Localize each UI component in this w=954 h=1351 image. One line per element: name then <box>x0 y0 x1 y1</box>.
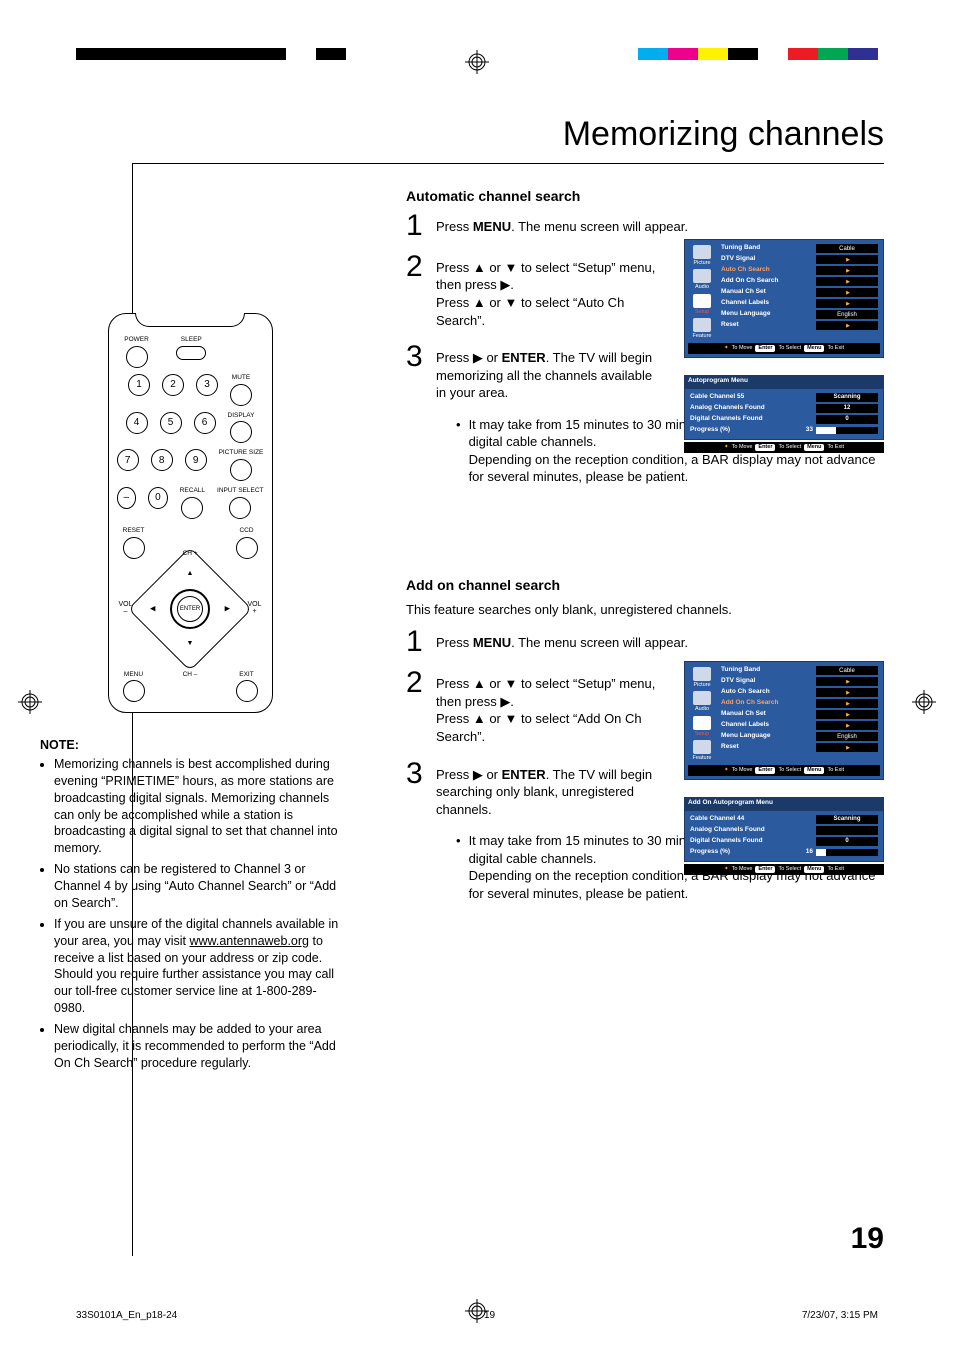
remote-power-button <box>126 346 148 368</box>
remote-label-recall: RECALL <box>180 487 205 496</box>
remote-digit-5: 5 <box>160 412 182 434</box>
right-column: Automatic channel search 1 Press MENU. T… <box>406 187 884 902</box>
section-auto-heading: Automatic channel search <box>406 187 884 206</box>
step-number: 1 <box>406 628 426 655</box>
step-body: Press ▲ or ▼ to select “Setup” menu, the… <box>436 253 656 329</box>
page-title: Memorizing channels <box>563 115 884 154</box>
remote-label-volplus: VOL+ <box>247 601 261 615</box>
remote-exit-button <box>236 680 258 702</box>
remote-digit-9: 9 <box>185 449 207 471</box>
footer-file: 33S0101A_En_p18-24 <box>76 1310 177 1321</box>
remote-label-power: POWER <box>124 336 149 345</box>
remote-label-sleep: SLEEP <box>181 336 202 345</box>
note-item: If you are unsure of the digital channel… <box>54 916 340 1017</box>
registration-mark-top <box>465 50 489 74</box>
remote-digit-7: 7 <box>117 449 139 471</box>
osd-addon-autoprogram: Add On Autoprogram Menu Cable Channel 44… <box>684 797 884 875</box>
color-bar-left <box>76 48 346 60</box>
remote-digit-4: 4 <box>126 412 148 434</box>
step-body: Press MENU. The menu screen will appear. <box>436 212 884 236</box>
remote-dash-button: – <box>117 487 137 509</box>
step-body: Press ▶ or ENTER. The TV will begin sear… <box>436 760 656 819</box>
remote-dpad: ▲ ▼ ◀ ▶ ENTER <box>146 565 234 653</box>
remote-label-menu: MENU <box>124 671 143 680</box>
step-number: 3 <box>406 760 426 787</box>
remote-enter-button: ENTER <box>177 596 203 622</box>
remote-menu-button <box>123 680 145 702</box>
step-body: Press MENU. The menu screen will appear. <box>436 628 884 652</box>
osd-setup-addon: Picture Audio Setup Feature Tuning BandC… <box>684 661 884 780</box>
note-item: New digital channels may be added to you… <box>54 1021 340 1072</box>
step-number: 2 <box>406 253 426 280</box>
remote-digit-0: 0 <box>148 487 168 509</box>
print-footer: 33S0101A_En_p18-24 19 7/23/07, 3:15 PM <box>76 1310 878 1321</box>
remote-label-input: INPUT SELECT <box>217 487 263 496</box>
remote-display-button <box>230 421 252 443</box>
remote-input-button <box>229 497 251 519</box>
remote-label-mute: MUTE <box>232 374 250 383</box>
step-number: 2 <box>406 669 426 696</box>
remote-label-exit: EXIT <box>239 671 253 680</box>
color-bar-right <box>638 48 878 60</box>
osd-setup-auto: Picture Audio Setup Feature Tuning BandC… <box>684 239 884 358</box>
remote-digit-6: 6 <box>194 412 216 434</box>
osd-autoprogram: Autoprogram Menu Cable Channel 55Scannin… <box>684 375 884 453</box>
remote-reset-button <box>123 537 145 559</box>
remote-digit-2: 2 <box>162 374 184 396</box>
step-body: Press ▶ or ENTER. The TV will begin memo… <box>436 343 656 402</box>
footer-page: 19 <box>484 1310 495 1321</box>
registration-mark-right <box>912 690 936 714</box>
step: 1 Press MENU. The menu screen will appea… <box>406 212 884 239</box>
footer-date: 7/23/07, 3:15 PM <box>802 1310 878 1321</box>
remote-digit-8: 8 <box>151 449 173 471</box>
remote-label-display: DISPLAY <box>228 412 255 421</box>
step-body: Press ▲ or ▼ to select “Setup” menu, the… <box>436 669 656 745</box>
remote-label-picsize: PICTURE SIZE <box>219 449 264 458</box>
remote-label-reset: RESET <box>123 527 145 536</box>
section-addon-subtitle: This feature searches only blank, unregi… <box>406 601 884 619</box>
note-item: Memorizing channels is best accomplished… <box>54 756 340 857</box>
remote-sleep-button <box>176 346 206 360</box>
note-item: No stations can be registered to Channel… <box>54 861 340 912</box>
remote-digit-3: 3 <box>196 374 218 396</box>
remote-illustration: POWER SLEEP 1 2 3 MUTE 4 5 6 DISPLAY 7 8… <box>108 313 273 713</box>
step-number: 1 <box>406 212 426 239</box>
note-heading: NOTE: <box>40 737 340 754</box>
remote-digit-1: 1 <box>128 374 150 396</box>
title-rule <box>132 163 884 164</box>
section-addon-heading: Add on channel search <box>406 576 884 595</box>
step-number: 3 <box>406 343 426 370</box>
remote-picsize-button <box>230 459 252 481</box>
registration-mark-left <box>18 690 42 714</box>
remote-label-chminus: CH – <box>183 671 198 680</box>
page-content: Memorizing channels POWER SLEEP 1 2 3 MU… <box>70 95 884 1256</box>
remote-mute-button <box>230 384 252 406</box>
remote-recall-button <box>181 497 203 519</box>
remote-label-ccd: CCD <box>239 527 253 536</box>
remote-ccd-button <box>236 537 258 559</box>
step: 1 Press MENU. The menu screen will appea… <box>406 628 884 655</box>
page-number: 19 <box>851 1222 884 1256</box>
notes-list: Memorizing channels is best accomplished… <box>40 756 340 1072</box>
left-column: POWER SLEEP 1 2 3 MUTE 4 5 6 DISPLAY 7 8… <box>40 313 340 1076</box>
